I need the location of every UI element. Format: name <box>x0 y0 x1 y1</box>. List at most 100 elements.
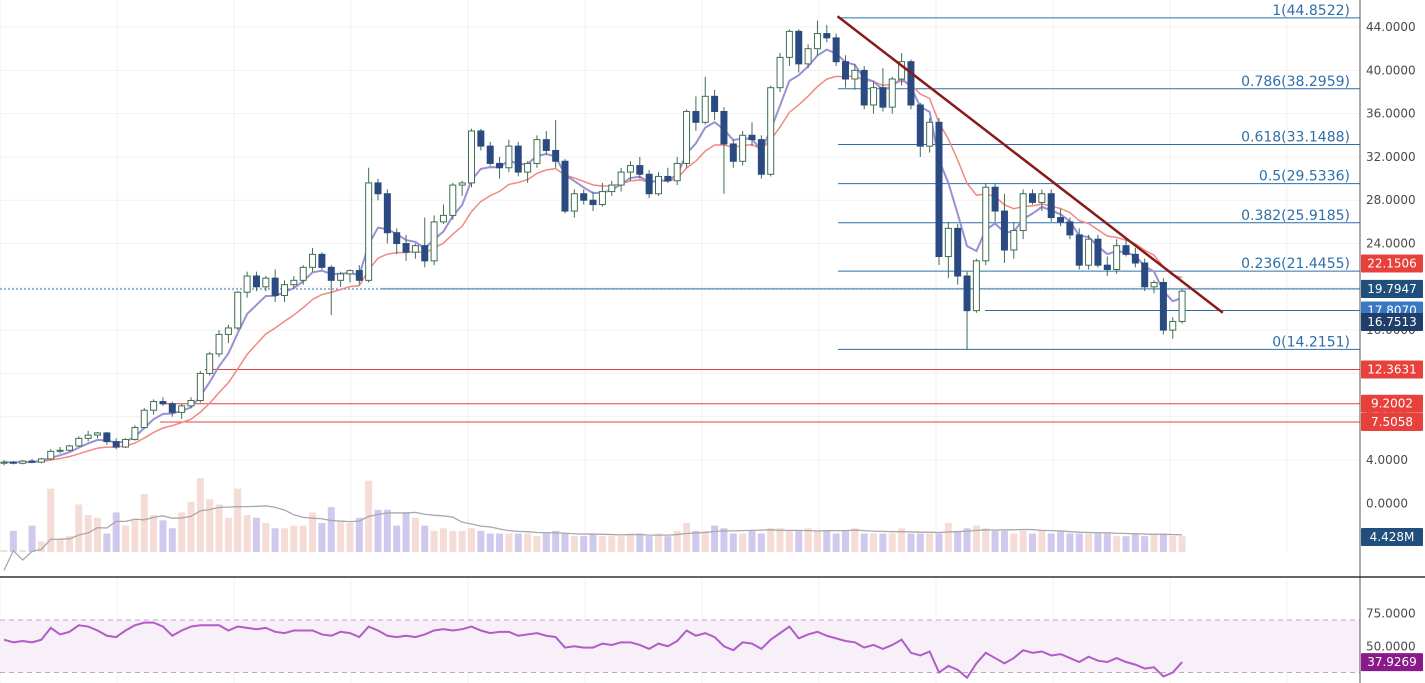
volume-bar <box>813 530 821 552</box>
fib-label-layer: 1(44.8522) 0.786(38.2959) 0.618(33.1488) 0.… <box>1241 3 1350 351</box>
volume-bar <box>1019 530 1027 552</box>
volume-bar <box>524 533 532 552</box>
volume-bar <box>383 509 391 552</box>
volume-layer <box>0 478 1186 571</box>
volume-bar <box>337 520 345 552</box>
rsi-tick-label: 50.0000 <box>1366 639 1416 653</box>
candle-body <box>1122 245 1130 255</box>
rsi-tick-label: 75.0000 <box>1366 606 1416 620</box>
price-tick-label: 44.0000 <box>1366 20 1416 34</box>
candle-body <box>916 104 924 147</box>
candle-body <box>683 110 691 164</box>
fib-level-label: 0.5(29.5336) <box>1259 169 1350 185</box>
volume-bar <box>645 536 653 552</box>
candle-body <box>823 33 831 39</box>
volume-bar <box>720 528 728 552</box>
volume-bar <box>103 533 111 552</box>
volume-bar <box>655 533 662 552</box>
volume-bar <box>496 533 504 552</box>
candle-body <box>262 277 270 288</box>
volume-bar <box>991 530 999 552</box>
price-tick-label: 40.0000 <box>1366 63 1416 77</box>
rsi-layer <box>0 619 1360 680</box>
volume-bar <box>851 528 859 552</box>
candle-body <box>570 193 578 212</box>
volume-bar <box>739 533 747 552</box>
volume-bar <box>870 533 878 552</box>
candle-body <box>1141 262 1149 288</box>
volume-bar <box>252 517 260 552</box>
volume-bar <box>9 530 17 552</box>
volume-bar <box>355 517 363 552</box>
volume-bar <box>1010 533 1018 552</box>
candle-body <box>365 182 373 281</box>
volume-bar <box>926 533 934 552</box>
volume-bar <box>1141 536 1149 552</box>
badge-label: 7.5058 <box>1371 415 1413 429</box>
candle-body <box>0 461 8 464</box>
candle-body <box>346 270 354 275</box>
candle-body <box>75 437 83 447</box>
candle-body <box>281 284 288 296</box>
candle-body <box>1131 253 1139 264</box>
volume-bar <box>1094 533 1102 552</box>
candle-body <box>795 30 803 65</box>
volume-bar <box>589 533 597 552</box>
candle-body <box>299 266 307 281</box>
volume-bar <box>159 520 167 552</box>
volume-bar <box>542 533 550 552</box>
volume-bar <box>94 517 101 552</box>
candle-body <box>1038 193 1046 203</box>
candle-body <box>673 162 681 182</box>
candle-body <box>486 145 494 164</box>
volume-bar <box>309 512 317 552</box>
volume-bar <box>47 488 55 552</box>
candle-body <box>234 291 242 329</box>
candle-body <box>524 162 532 173</box>
fib-level-label: 0.236(21.4455) <box>1241 256 1350 272</box>
volume-bar <box>439 528 447 552</box>
candle-body <box>842 61 849 80</box>
candle-body <box>561 160 569 212</box>
candle-body <box>337 273 345 281</box>
volume-bar <box>795 530 803 552</box>
candle-body <box>626 165 634 173</box>
candle-body <box>1029 193 1036 203</box>
volume-bar <box>804 528 812 552</box>
candle-body <box>832 37 840 63</box>
candle-body <box>449 184 457 216</box>
candle-body <box>739 134 747 162</box>
candle-body <box>383 193 391 234</box>
candle-body <box>421 245 429 262</box>
volume-bar <box>150 515 158 552</box>
candle-body <box>645 173 653 195</box>
candle-body <box>533 139 541 164</box>
candle-body <box>355 270 363 281</box>
volume-bar <box>271 528 279 552</box>
candle-body <box>477 130 485 147</box>
volume-bar <box>0 550 8 552</box>
price-tick-label: 28.0000 <box>1366 193 1416 207</box>
candle-body <box>617 171 625 186</box>
candle-body <box>9 461 17 464</box>
volume-bar <box>75 504 83 552</box>
candle-body <box>982 186 990 262</box>
volume-bar <box>402 512 410 552</box>
volume-bar <box>514 533 522 552</box>
volume-tick-label: 0.0000 <box>1366 496 1408 510</box>
candle-body <box>271 277 279 296</box>
candle-body <box>393 232 401 245</box>
volume-bar <box>664 536 672 552</box>
candle-body <box>47 450 55 460</box>
price-badge: 12.3631 <box>1361 360 1423 379</box>
candle-body <box>1094 238 1102 266</box>
volume-bar <box>28 525 36 552</box>
candle-body <box>580 193 588 201</box>
volume-bar <box>907 533 915 552</box>
level-layer <box>0 17 1360 423</box>
volume-bar <box>1159 533 1167 552</box>
volume-bar <box>533 536 541 552</box>
volume-bar <box>131 520 139 552</box>
badge-label: 19.7947 <box>1367 282 1417 296</box>
candle-body <box>1057 217 1065 223</box>
